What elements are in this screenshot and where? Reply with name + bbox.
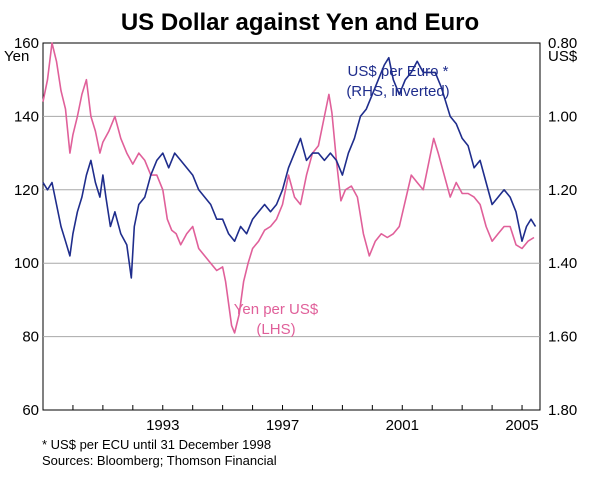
left-tick-label: 120 xyxy=(14,182,39,199)
x-tick-label: 1997 xyxy=(266,417,299,434)
gridlines xyxy=(43,115,540,338)
tick-labels: 60 80 100 120 140 160 0.80 1.00 1.20 1.40 1.60 1.80… xyxy=(14,35,577,434)
legend-yen-sub: (LHS) xyxy=(256,321,295,338)
right-tick-label: 0.80 xyxy=(548,35,577,52)
plot-frame xyxy=(42,42,541,411)
right-axis-unit: US$ xyxy=(548,48,578,65)
legend-euro-name: US$ per Euro * xyxy=(348,63,449,80)
left-tick-label: 160 xyxy=(14,35,39,52)
legend-euro-sub: (RHS, inverted) xyxy=(346,83,449,100)
legend-yen-name: Yen per US$ xyxy=(234,301,319,318)
chart-title: US Dollar against Yen and Euro xyxy=(121,9,479,36)
axis-ticks xyxy=(42,405,523,410)
right-tick-label: 1.20 xyxy=(548,182,577,199)
series-usd-per-euro xyxy=(42,56,537,279)
right-tick-label: 1.00 xyxy=(548,108,577,125)
series-lines xyxy=(42,42,537,334)
footnote-sources: Sources: Bloomberg; Thomson Financial xyxy=(42,453,277,468)
series-yen-per-usd xyxy=(42,42,535,334)
left-tick-label: 100 xyxy=(14,255,39,272)
x-tick-label: 2005 xyxy=(505,417,538,434)
right-tick-label: 1.40 xyxy=(548,255,577,272)
left-axis-unit: Yen xyxy=(4,48,29,65)
right-tick-label: 1.60 xyxy=(548,329,577,346)
left-tick-label: 140 xyxy=(14,108,39,125)
footnote-ecu: * US$ per ECU until 31 December 1998 xyxy=(42,437,271,452)
right-tick-label: 1.80 xyxy=(548,402,577,419)
x-tick-label: 2001 xyxy=(386,417,419,434)
x-tick-label: 1993 xyxy=(146,417,179,434)
left-tick-label: 80 xyxy=(22,329,39,346)
left-tick-label: 60 xyxy=(22,402,39,419)
